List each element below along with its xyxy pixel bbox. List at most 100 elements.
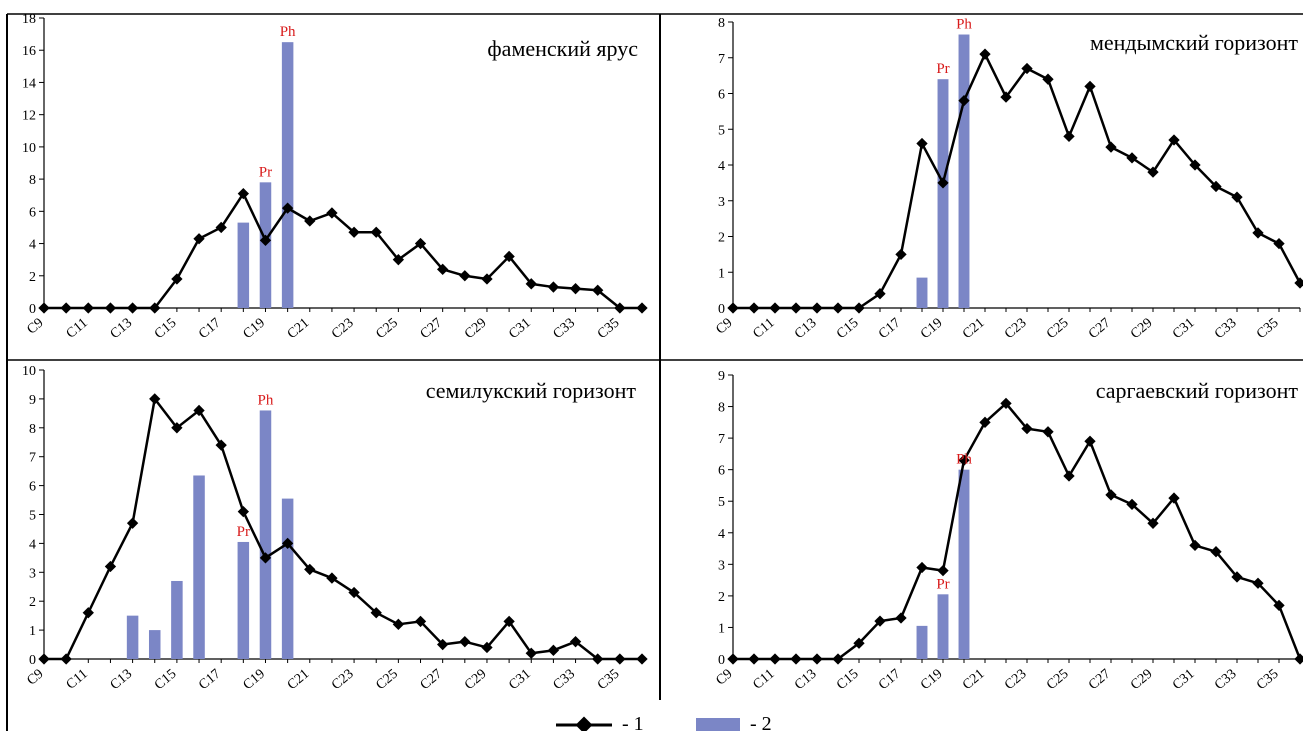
point [614,653,626,665]
x-tick-label: C27 [418,667,446,693]
point [547,281,560,293]
point [259,234,272,246]
chart-title: фаменский ярус [487,36,638,61]
point [414,615,427,628]
point [1063,130,1075,143]
point [370,607,382,619]
point [259,552,272,564]
point [916,561,928,574]
point [832,653,844,665]
point [149,393,161,405]
point [459,636,471,648]
point [748,302,760,314]
point [769,302,781,314]
annotation-label: Pr [936,576,949,592]
x-tick-label: C13 [108,667,136,693]
point [1126,152,1138,164]
point [937,564,949,577]
point [1231,571,1243,583]
point [237,187,249,200]
point [1000,397,1012,410]
point [392,618,405,630]
point [60,302,72,314]
point [1105,141,1117,153]
x-tick-label: C21 [285,316,313,342]
point [1294,653,1303,665]
point [237,505,249,518]
point [979,48,991,60]
y-tick-label: 2 [29,595,36,610]
x-tick-label: C33 [1212,316,1240,342]
x-tick-label: C19 [918,667,946,693]
point [82,302,94,314]
x-tick-label: C25 [1044,316,1072,342]
x-tick-label: C33 [1212,667,1240,693]
x-tick-label: C29 [462,316,490,342]
bar [958,34,970,308]
series-line [44,192,642,310]
point [916,137,928,150]
x-tick-label: C11 [750,667,777,693]
y-tick-label: 9 [29,393,36,408]
series-line [733,52,1302,310]
chart-title: семилукский горизонт [426,378,637,403]
chart-panel-4: 0 1 2 3 4 5 6 7 8 9 C9 C11 C13 C15 C17 C19 C21 C23 C25 C27 C… [713,369,1303,693]
chart-panel-3: 0 1 2 3 4 5 6 7 8 9 10 C9 C11 C13 C15 C17 C19 C21 C23 C25 C2… [22,364,648,693]
point [126,302,139,314]
point [727,302,739,314]
legend-label-1: - 1 [622,713,644,731]
point [437,638,449,651]
annotation-label: Ph [280,24,296,40]
y-tick-label: 6 [718,88,725,103]
point [874,288,886,300]
point [38,653,50,665]
y-tick-label: 7 [718,52,725,67]
y-tick-label: 6 [718,464,725,479]
point [1168,492,1180,504]
chart-panel-2: 0 1 2 3 4 5 6 7 8 C9 C11 C13 C15 C17 C19 C21 C23 C25 C27 C2… [713,16,1303,342]
x-tick-label: C9 [713,316,735,338]
point [832,302,844,314]
y-tick-label: 16 [22,44,36,59]
point [569,636,582,648]
point [525,647,537,659]
point [326,207,338,219]
point [592,284,604,296]
point [614,302,626,314]
y-tick-label: 4 [29,537,36,552]
point [790,653,802,665]
point [1252,227,1264,239]
point [1273,599,1285,612]
series-line [733,402,1302,661]
point [104,302,117,314]
y-tick-label: 8 [29,173,36,188]
bar [148,630,161,659]
x-tick-label: C17 [876,316,904,342]
y-tick-label: 2 [29,270,36,285]
x-tick-label: C35 [1254,667,1282,693]
y-tick-label: 4 [718,159,725,174]
x-tick-label: C33 [551,316,579,342]
annotation-label: Ph [956,17,972,33]
point [1042,426,1054,438]
bar [937,79,949,308]
bar [958,469,970,659]
point [1084,80,1096,93]
point [1168,134,1180,146]
x-tick-label: C23 [1002,316,1030,342]
bar [126,615,139,659]
y-tick-label: 18 [22,12,36,27]
x-tick-label: C15 [152,667,180,693]
chart-panel-1: 0 2 4 6 8 10 12 14 16 18 C9 C11 C13 C15 C17 C19 C21 C23 C2… [22,12,648,342]
point [1210,546,1222,558]
y-tick-label: 3 [718,558,725,573]
point [1063,470,1075,482]
y-tick-label: 2 [718,231,725,246]
legend-marker-swatch [575,716,593,734]
point [281,202,294,214]
y-tick-label: 14 [22,76,36,91]
x-tick-label: C25 [373,316,401,342]
y-tick-label: 6 [29,480,36,495]
y-tick-label: 6 [29,205,36,220]
point [481,273,493,285]
